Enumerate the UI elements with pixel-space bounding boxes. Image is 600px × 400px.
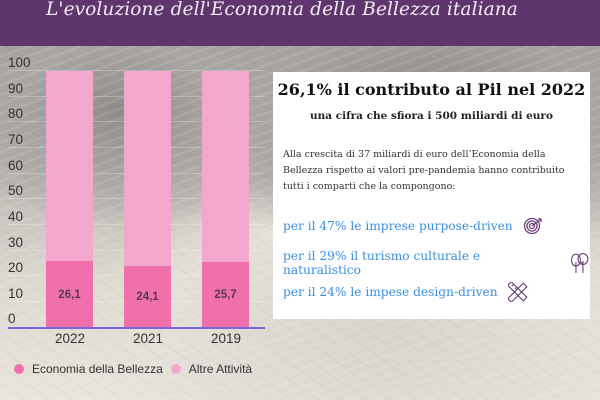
y-tick-70: 70 [8,132,24,147]
x-label-2022: 2022 [54,331,86,346]
bar-2019-altre-attivita[interactable] [202,71,249,262]
page-title: L'evoluzione dell'Economia della Bellezz… [46,0,518,20]
bar-2022-altre-attivita[interactable] [46,71,93,261]
legend-label: Altre Attività [188,362,253,376]
x-label-2019: 2019 [210,331,242,346]
y-tick-0: 0 [8,311,16,326]
y-tick-20: 20 [8,260,24,275]
contribution-item-turismo: per il 29% il turismo culturale e natura… [283,249,590,277]
y-tick-60: 60 [8,158,24,173]
bar-2021-altre-attivita[interactable] [124,71,171,266]
contribution-item-purpose-driven: per il 47% le imprese purpose-driven [283,217,543,235]
data-label-2021: 24,1 [136,291,159,303]
chart-legend: Economia della Bellezza Altre Attività [14,362,260,376]
legend-item-economia-bellezza[interactable]: Economia della Bellezza [14,362,163,376]
header-banner: L'evoluzione dell'Economia della Bellezz… [0,0,600,46]
legend-item-altre-attivita[interactable]: Altre Attività [170,362,253,376]
legend-label: Economia della Bellezza [32,362,163,376]
data-label-2019: 25,7 [214,289,237,301]
bar-2021-economia-bellezza[interactable]: 24,1 [124,266,171,328]
card-subtitle: una cifra che sfiora i 500 miliardi di e… [310,110,553,122]
y-tick-80: 80 [8,106,24,121]
item-text: per il 29% il turismo culturale e natura… [283,249,481,277]
item-text: per il 47% le imprese purpose-driven [283,219,513,233]
y-tick-30: 30 [8,235,24,250]
x-label-2021: 2021 [132,331,164,346]
y-tick-100: 100 [8,55,31,70]
y-tick-50: 50 [8,183,24,198]
info-card: 26,1% il contributo al Pil nel 2022 una … [273,72,590,319]
stacked-bar-chart: 100 90 80 70 60 50 40 30 20 10 0 26,1 24… [0,46,270,346]
x-axis-line [8,327,265,329]
legend-dot-icon [14,364,24,374]
bar-2022-economia-bellezza[interactable]: 26,1 [46,261,93,328]
card-title: 26,1% il contributo al Pil nel 2022 [277,80,586,99]
y-tick-90: 90 [8,81,24,96]
y-tick-40: 40 [8,209,24,224]
gridline [8,70,265,71]
contribution-item-design-driven: per il 24% le impese design-driven [283,282,528,302]
target-icon [523,217,542,235]
trees-icon [571,253,589,273]
card-body-text: Alla crescita di 37 miliardi di euro del… [283,149,565,192]
data-label-2022: 26,1 [58,288,81,301]
pencil-ruler-icon [507,282,528,302]
y-tick-10: 10 [8,286,24,301]
legend-dot-icon [170,364,181,374]
item-text: per il 24% le impese design-driven [283,285,498,299]
bar-2019-economia-bellezza[interactable]: 25,7 [202,262,249,328]
